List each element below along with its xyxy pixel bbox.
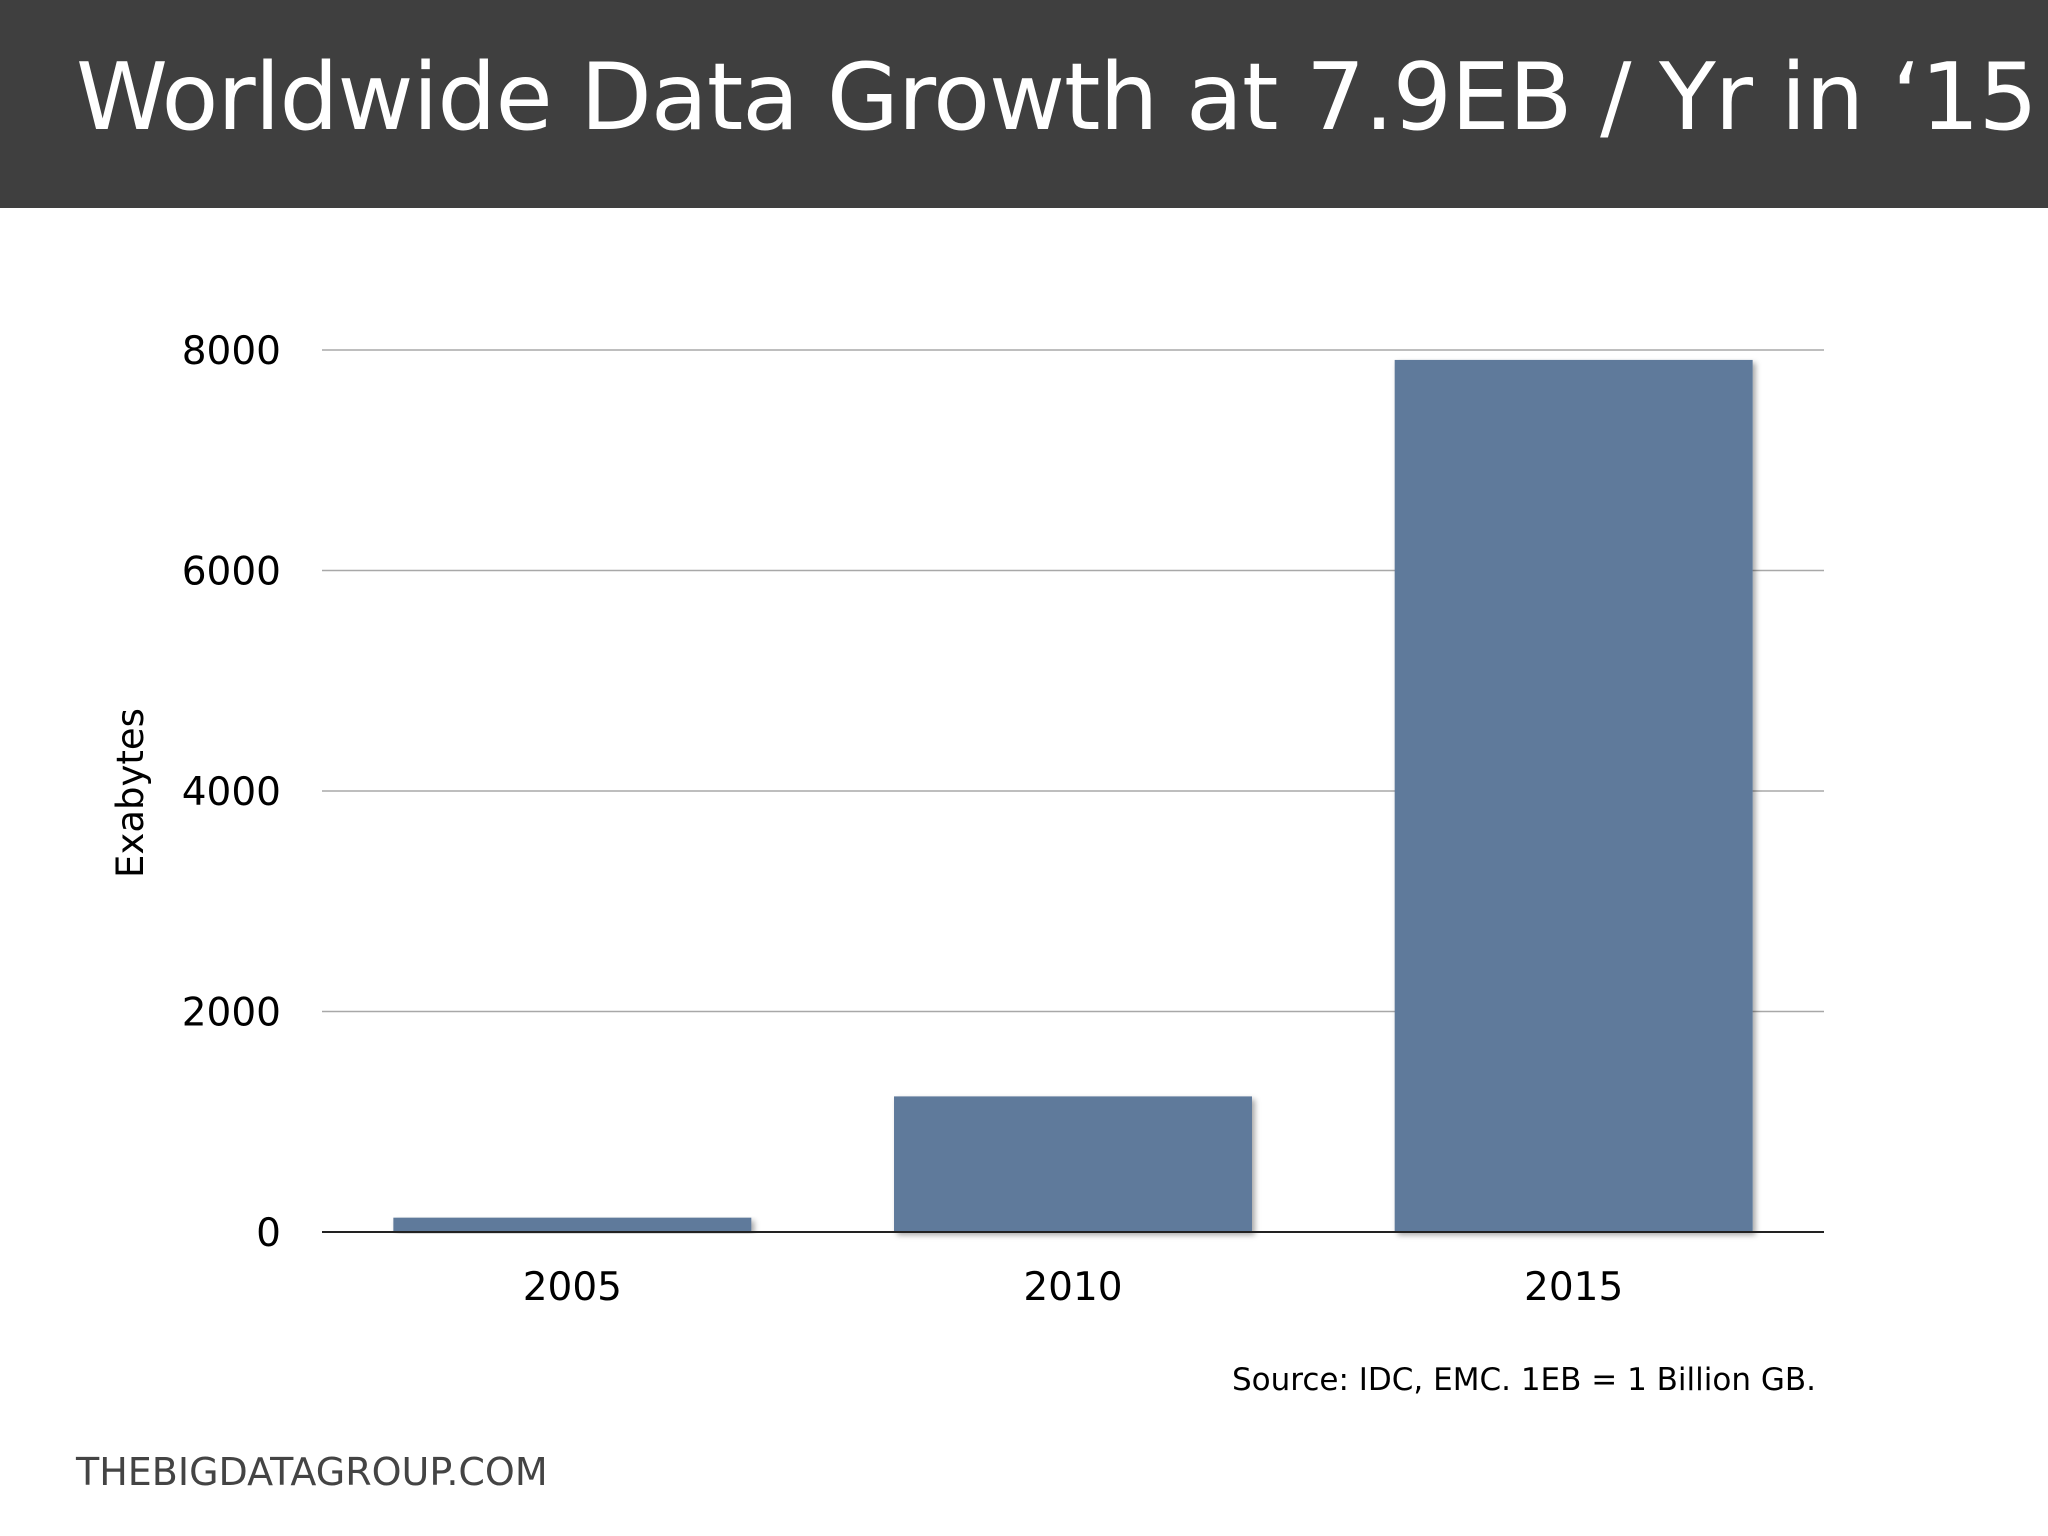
y-tick-label: 4000 bbox=[182, 770, 281, 815]
source-note: Source: IDC, EMC. 1EB = 1 Billion GB. bbox=[1232, 1362, 1816, 1398]
y-axis-label: Exabytes bbox=[109, 708, 152, 878]
x-tick-label: 2010 bbox=[1023, 1265, 1122, 1310]
y-tick-label: 0 bbox=[256, 1211, 281, 1256]
tick-labels: 0 2000 4000 6000 8000 2005 2010 2015 bbox=[182, 329, 1624, 1310]
y-tick-label: 6000 bbox=[182, 550, 281, 595]
x-tick-label: 2005 bbox=[523, 1265, 622, 1310]
site-footer: THEBIGDATAGROUP.COM bbox=[76, 1450, 548, 1494]
slide-title: Worldwide Data Growth at 7.9EB / Yr in ‘… bbox=[76, 43, 2038, 151]
x-tick-label: 2015 bbox=[1524, 1265, 1623, 1310]
bar-2010 bbox=[894, 1096, 1252, 1232]
y-tick-label: 2000 bbox=[182, 991, 281, 1036]
bars bbox=[393, 359, 1753, 1232]
bar-2005 bbox=[393, 1217, 752, 1232]
title-banner: Worldwide Data Growth at 7.9EB / Yr in ‘… bbox=[0, 0, 2048, 208]
y-tick-label: 8000 bbox=[182, 329, 281, 374]
bar-2015 bbox=[1394, 359, 1753, 1232]
